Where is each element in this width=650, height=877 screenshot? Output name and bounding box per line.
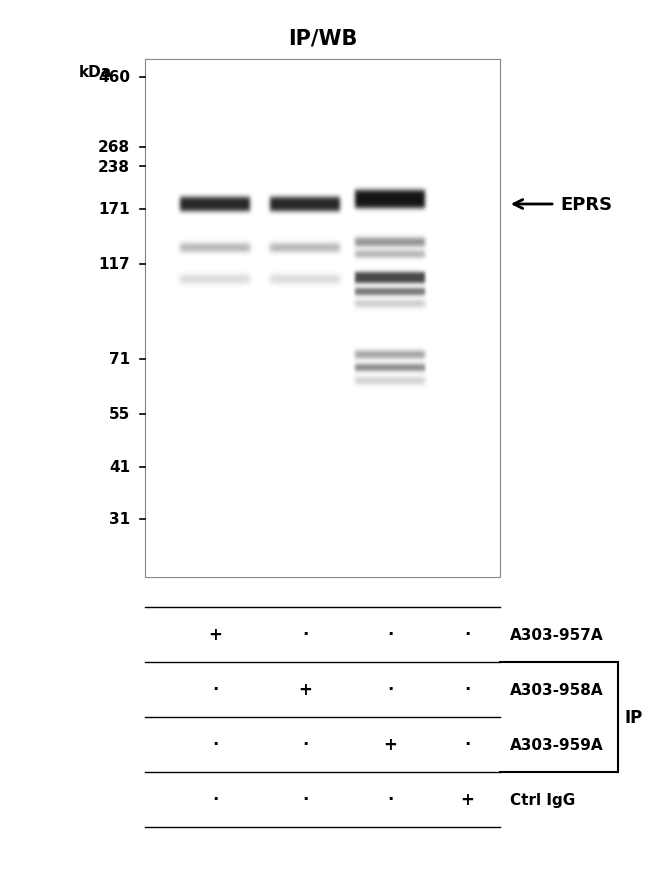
Text: 71: 71 [109, 352, 130, 367]
Text: kDa: kDa [79, 65, 112, 80]
Text: 238: 238 [98, 160, 130, 175]
Text: 460: 460 [98, 70, 130, 85]
Text: ·: · [212, 736, 218, 753]
Text: ·: · [387, 681, 393, 699]
Bar [145, 60, 500, 577]
Text: ·: · [212, 681, 218, 699]
Text: A303-958A: A303-958A [510, 682, 604, 697]
Text: A303-957A: A303-957A [510, 627, 604, 642]
Text: 268: 268 [98, 140, 130, 155]
Text: 31: 31 [109, 512, 130, 527]
Bar [145, 60, 500, 577]
Text: ·: · [302, 790, 308, 809]
Text: IP: IP [624, 709, 642, 726]
Text: ·: · [387, 790, 393, 809]
Text: 41: 41 [109, 460, 130, 475]
Text: +: + [298, 681, 312, 699]
Text: ·: · [464, 681, 470, 699]
Text: IP/WB: IP/WB [288, 28, 358, 48]
Text: ·: · [464, 626, 470, 644]
Text: +: + [460, 790, 474, 809]
Text: ·: · [302, 626, 308, 644]
Text: 171: 171 [98, 203, 130, 217]
Text: ·: · [387, 626, 393, 644]
Text: ·: · [464, 736, 470, 753]
Text: +: + [208, 626, 222, 644]
Text: Ctrl IgG: Ctrl IgG [510, 792, 575, 807]
Text: 55: 55 [109, 407, 130, 422]
Text: EPRS: EPRS [560, 196, 612, 214]
Text: +: + [383, 736, 397, 753]
Text: ·: · [212, 790, 218, 809]
Text: ·: · [302, 736, 308, 753]
Text: 117: 117 [98, 257, 130, 272]
Text: A303-959A: A303-959A [510, 738, 604, 752]
